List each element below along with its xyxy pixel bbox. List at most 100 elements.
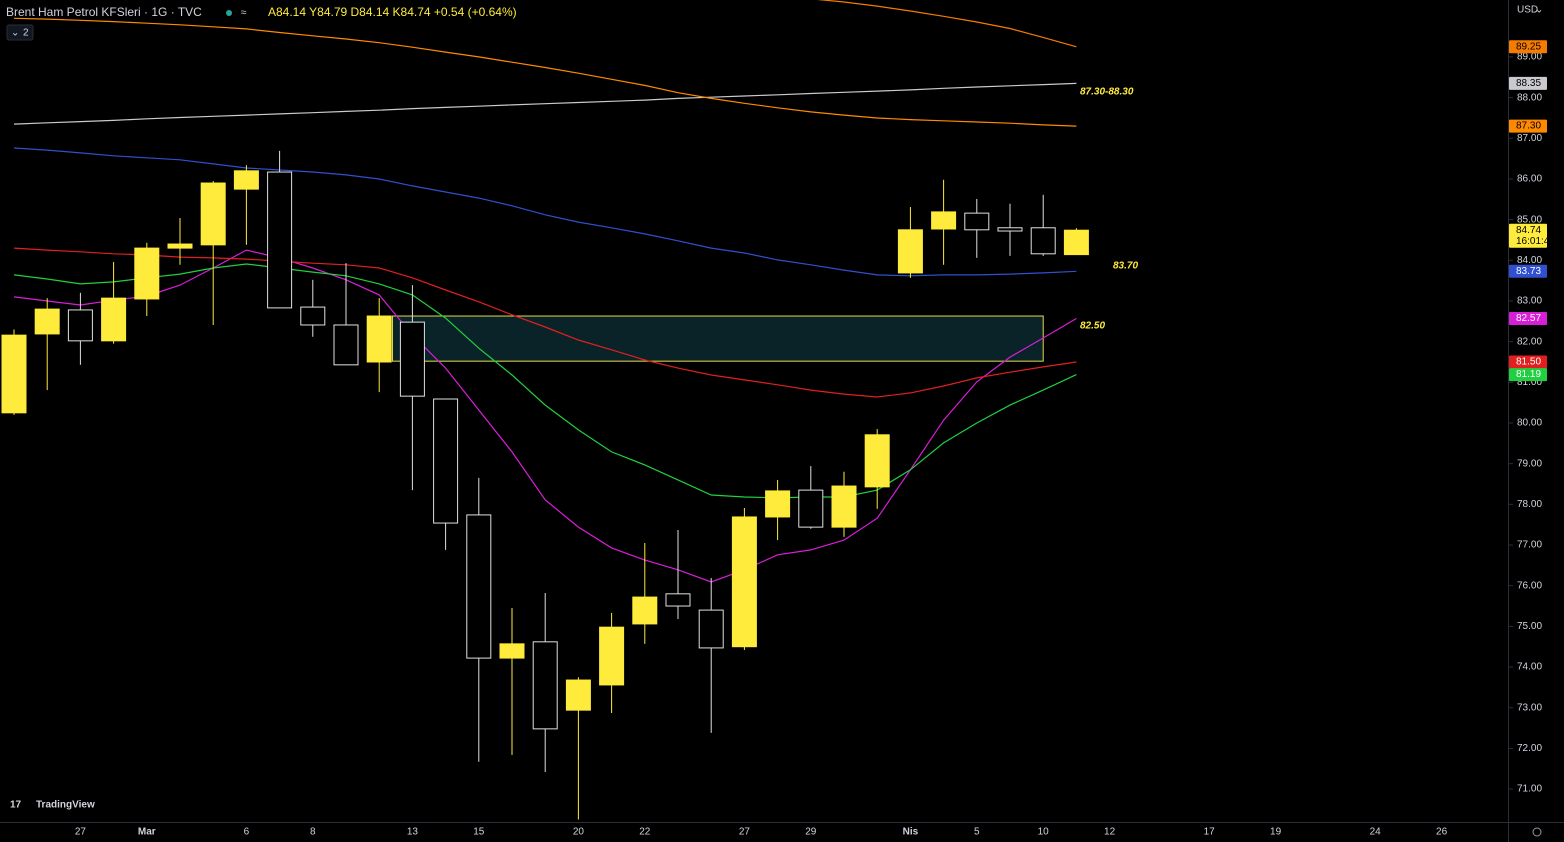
y-tick-label: 74.00 [1517,662,1542,673]
candle-body [565,679,591,711]
indicator-count: 2 [23,28,29,39]
y-tick-label: 82.00 [1517,336,1542,347]
status-dot [226,10,232,16]
currency-caret: ⌄ [1535,5,1543,16]
y-tick-label: 83.00 [1517,296,1542,307]
price-label: 81.19 [1516,369,1541,380]
price-label: 84.74 [1516,225,1541,236]
annotation: 82.50 [1080,321,1105,332]
candle-body [67,309,93,342]
y-tick-label: 75.00 [1517,621,1542,632]
x-tick-label: 27 [739,827,751,838]
y-tick-label: 78.00 [1517,499,1542,510]
price-label: 82.57 [1516,313,1541,324]
annotation: 87.30-88.30 [1080,87,1134,98]
price-label-box [1509,355,1547,369]
y-tick-label: 84.00 [1517,255,1542,266]
x-tick-label: 15 [473,827,485,838]
price-label: 89.25 [1516,41,1541,52]
price-label: 87.30 [1516,121,1541,132]
candle-body [864,434,890,488]
axes: 71.00 72.00 73.00 74.00 75.00 76.00 77.00 78.00… [75,40,1555,838]
x-tick-label: Mar [138,827,156,838]
x-tick-label: 13 [407,827,419,838]
x-tick-label: Nis [903,827,919,838]
x-tick-label: 27 [75,827,87,838]
y-tick-label: 88.00 [1517,92,1542,103]
candle-body [698,609,724,649]
y-tick-label: 86.00 [1517,174,1542,185]
candle-body [1063,229,1089,256]
candle-body [665,593,691,607]
candle-body [997,227,1023,232]
candle-body [399,321,425,397]
moving-average [13,17,1077,127]
symbol-title[interactable]: Brent Ham Petrol KFSleri · 1G · TVC [6,5,202,19]
x-tick-label: 10 [1038,827,1050,838]
y-tick-label: 77.00 [1517,540,1542,551]
candle-body [532,641,558,730]
price-label-box [1509,223,1547,248]
x-tick-label: 29 [805,827,817,838]
moving-average [13,147,1077,277]
candle-body [897,229,923,274]
price-label: 81.50 [1516,357,1541,368]
x-tick-label: 24 [1370,827,1382,838]
moving-average [13,82,1077,125]
candle-body [765,490,791,518]
watermark-logo: 17 [10,800,22,811]
candle-body [499,643,525,659]
currency[interactable]: USD [1517,5,1538,16]
annotation: 83.70 [1113,261,1138,272]
x-tick-label: 19 [1270,827,1282,838]
candle-body [931,211,957,230]
y-tick-label: 87.00 [1517,133,1542,144]
candle-body [466,514,492,659]
price-label-box [1509,40,1547,54]
price-label-box [1509,119,1547,133]
candle-body [798,489,824,528]
candle-body [632,596,658,625]
candle-body [1,334,27,414]
moving-average [13,263,1077,499]
candle-body [731,516,757,648]
candle-body [233,170,259,190]
y-tick-label: 76.00 [1517,580,1542,591]
x-tick-label: 8 [310,827,316,838]
candle-body [1030,227,1056,255]
ohlc-legend: A84.14 Y84.79 D84.14 K84.74 +0.54 (+0.64… [268,5,517,19]
candle-body [134,247,160,300]
y-tick-label: 79.00 [1517,458,1542,469]
candle-body [366,315,392,363]
chevron: ⌄ [11,28,19,39]
candle-body [964,212,990,231]
y-tick-label: 73.00 [1517,702,1542,713]
candle-body [34,308,60,335]
y-tick-label: 71.00 [1517,784,1542,795]
candle-body [101,297,127,342]
plot-area [1,0,1089,820]
moving-average [13,247,1077,398]
candle-body [333,324,359,366]
settings-icon[interactable] [1532,827,1542,837]
price-label-box [1509,311,1547,325]
candle-body [267,171,293,309]
support-zone [391,315,1044,362]
collapse-button[interactable] [6,24,34,41]
x-tick-label: 5 [974,827,980,838]
watermark: TradingView [36,800,95,811]
moving-average [13,249,1077,583]
price-label-box [1509,76,1547,90]
y-tick-label: 80.00 [1517,418,1542,429]
price-label-box [1509,368,1547,382]
y-tick-label: 85.00 [1517,214,1542,225]
price-label: 83.73 [1516,266,1541,277]
price-label-box [1509,264,1547,278]
candle-body [167,243,193,249]
candle-body [200,182,226,246]
x-tick-label: 12 [1104,827,1116,838]
candle-body [599,626,625,686]
candle-body [831,485,857,528]
